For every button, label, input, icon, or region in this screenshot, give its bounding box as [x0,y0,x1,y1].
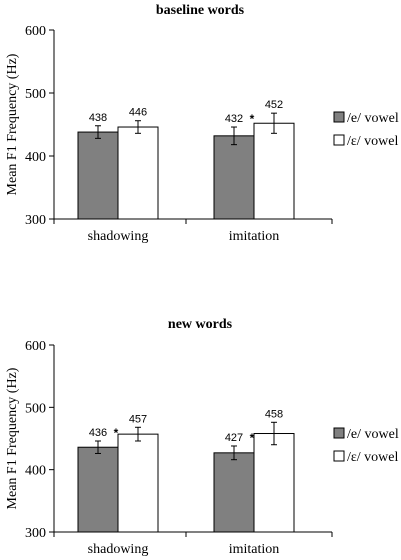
y-tick-label: 500 [25,87,46,102]
bar-epsilon-vowel-imitation [253,433,295,533]
bar-epsilon-vowel-shadowing [117,433,159,533]
y-axis-label: Mean F1 Frequency (Hz) [5,53,20,195]
y-tick-label: 300 [25,526,46,541]
data-label: 432 [225,113,243,125]
significance-asterisk: * [250,112,255,126]
data-label: 438 [89,112,107,124]
y-tick-label: 400 [25,150,46,165]
legend-swatch-e-vowel [333,427,345,439]
bar-e-vowel-shadowing [77,131,119,220]
bar-e-vowel-imitation [213,452,255,533]
significance-asterisk: * [114,426,119,440]
bar-e-vowel-imitation [213,135,255,220]
legend-swatch-e-vowel [333,111,345,123]
bar-e-vowel-shadowing [77,446,119,533]
chart-title: baseline words [156,3,245,18]
data-label: 457 [129,413,147,425]
legend-label-epsilon-vowel: /ɛ/ vowel [347,450,398,465]
bar-epsilon-vowel-shadowing [117,126,159,220]
x-category-label: imitation [229,229,280,244]
legend-swatch-epsilon-vowel [333,450,345,462]
legend-swatch-epsilon-vowel [333,134,345,146]
y-tick-label: 600 [25,24,46,39]
significance-asterisk: * [250,431,255,445]
legend-label-epsilon-vowel: /ɛ/ vowel [347,134,398,149]
bar-epsilon-vowel-imitation [253,122,295,220]
legend-label-e-vowel: /e/ vowel [347,427,399,442]
data-label: 446 [129,107,147,119]
data-label: 427 [225,432,243,444]
data-label: 436 [89,427,107,439]
chart-panel-2: new words 300 400 500 600 Mean F1 Frequency (… [5,317,399,557]
x-category-label: shadowing [88,229,149,244]
y-axis-label: Mean F1 Frequency (Hz) [5,367,20,509]
legend-label-e-vowel: /e/ vowel [347,111,399,126]
chart-panel-1: baseline words 300 400 500 600 Mean F1 Freque… [5,3,399,244]
y-tick-label: 400 [25,464,46,479]
data-label: 458 [265,408,283,420]
y-tick-label: 500 [25,401,46,416]
y-tick-label: 300 [25,213,46,228]
chart-title: new words [168,317,233,332]
data-label: 452 [265,99,283,111]
x-category-label: shadowing [88,542,149,557]
x-category-label: imitation [229,542,280,557]
y-tick-label: 600 [25,339,46,354]
